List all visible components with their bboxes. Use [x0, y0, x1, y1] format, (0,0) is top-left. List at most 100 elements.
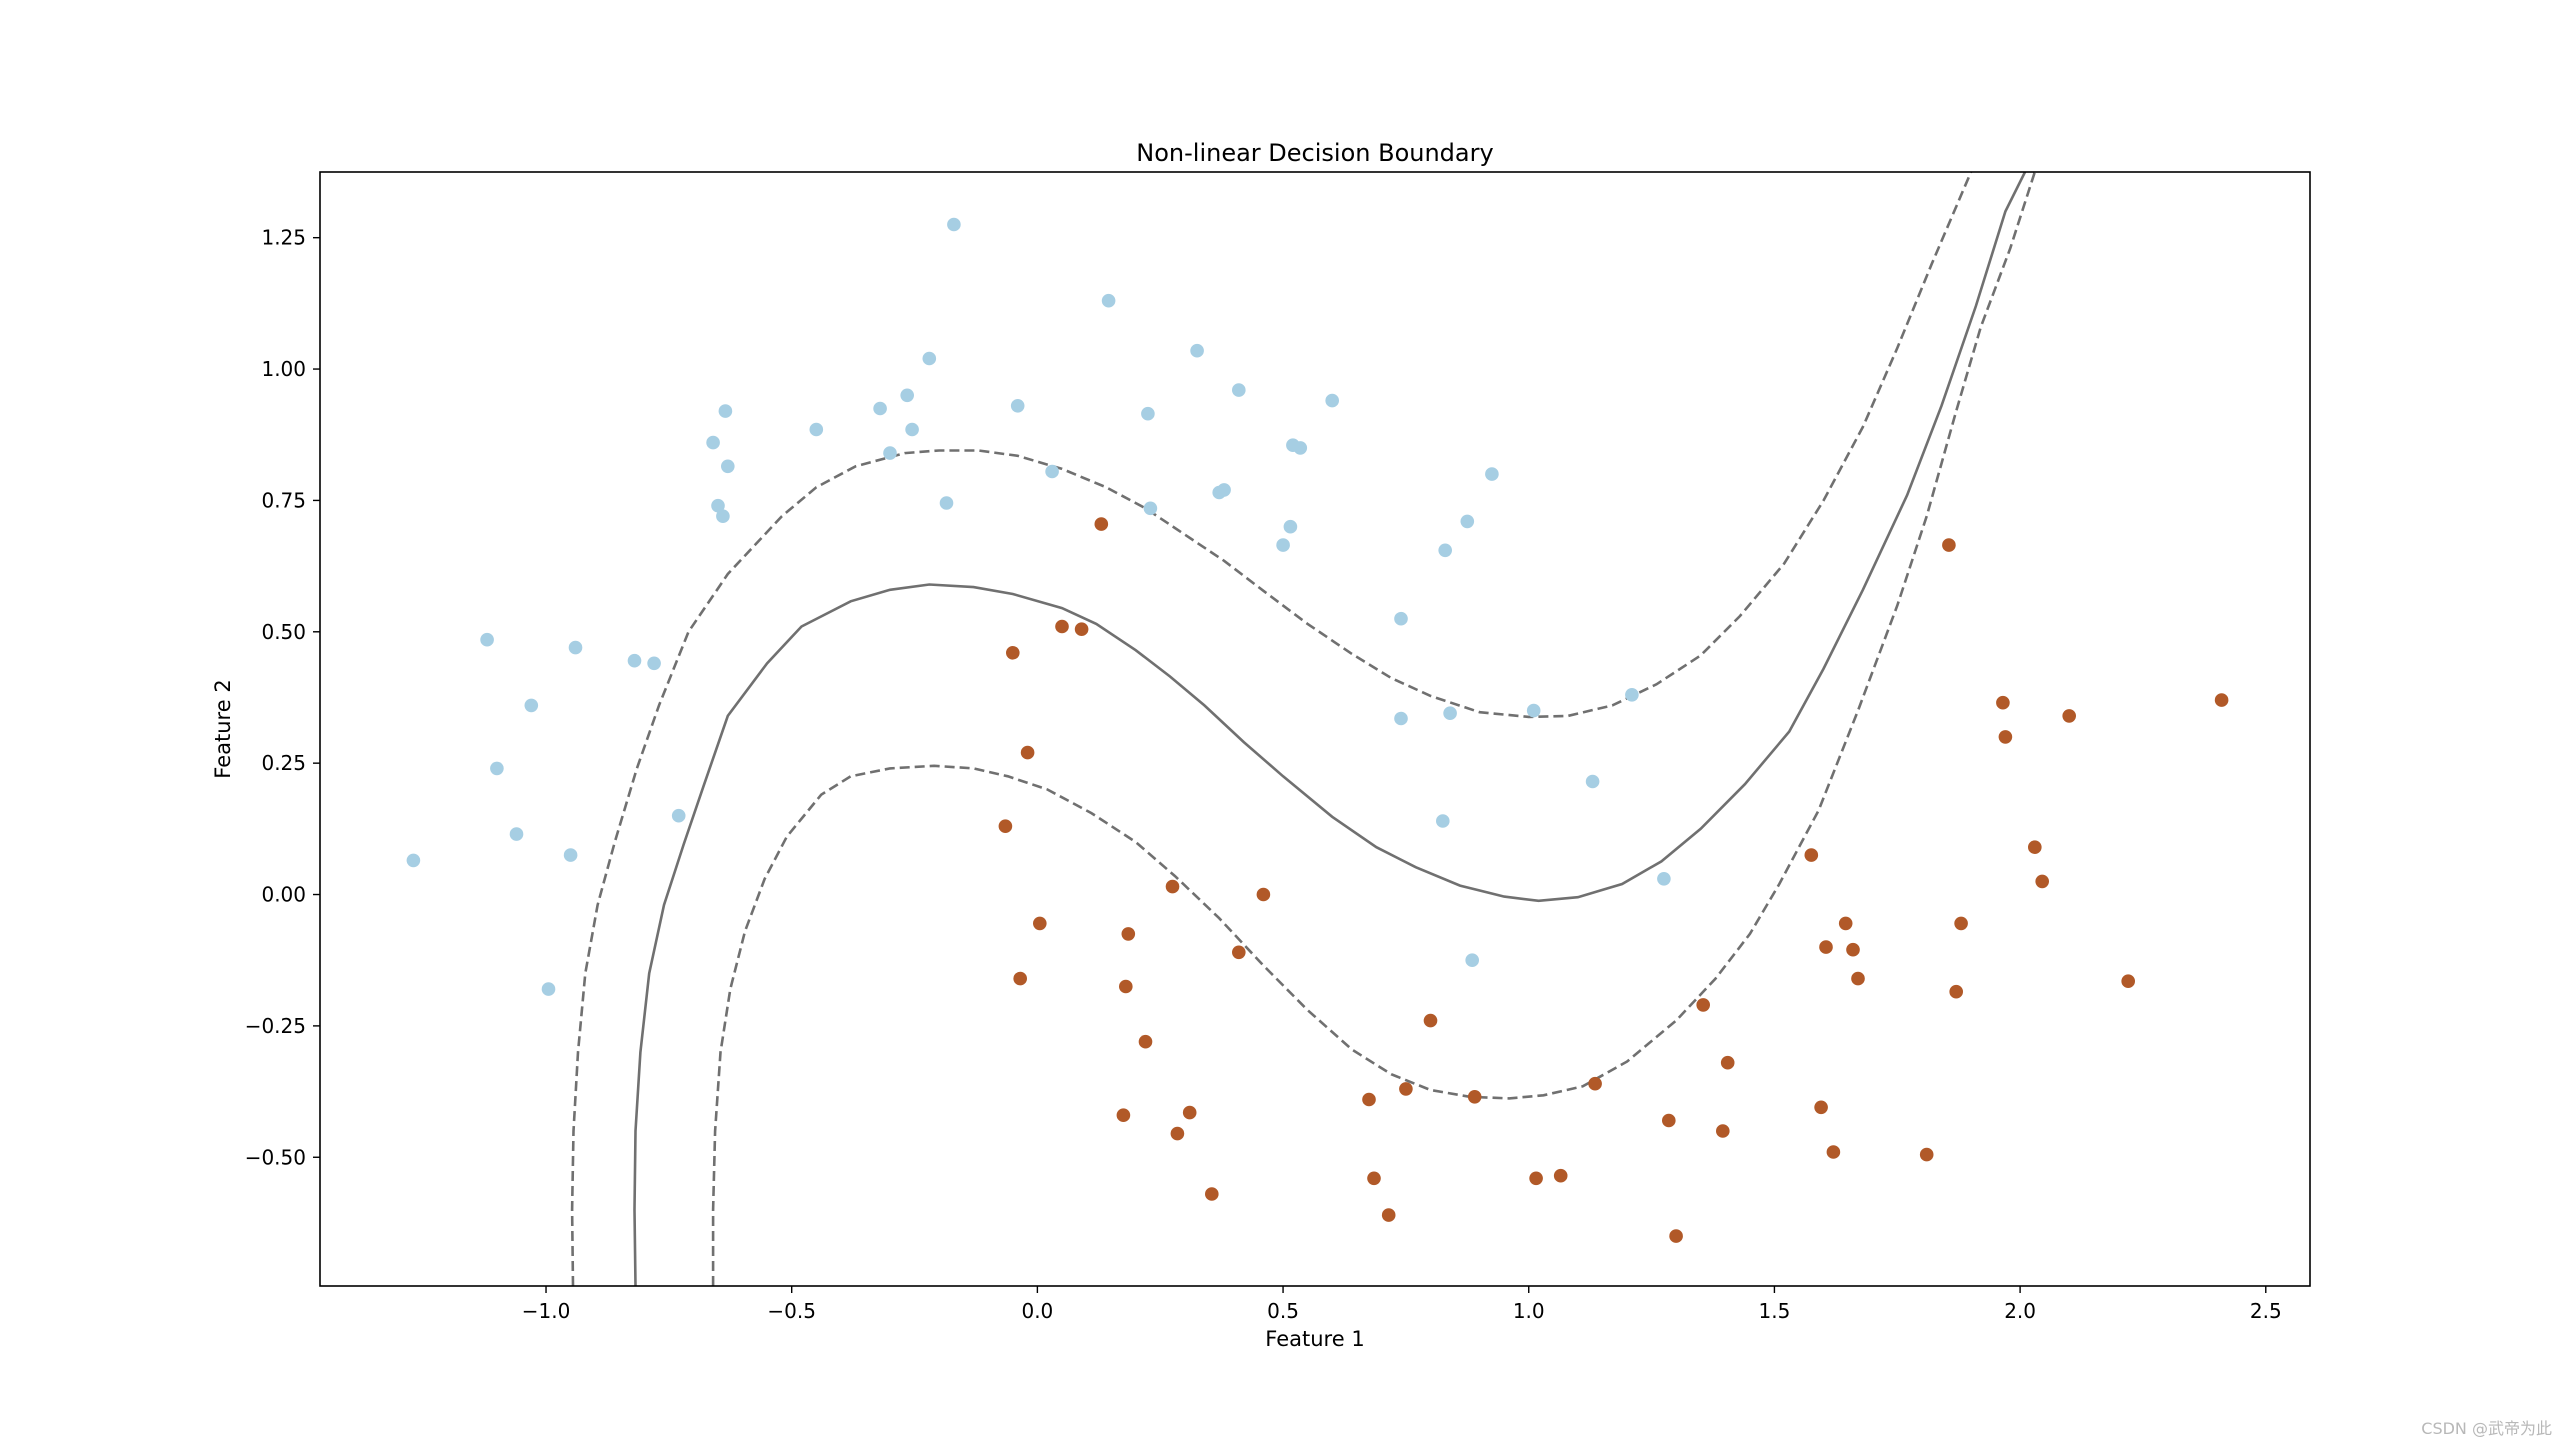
scatter-point-class-0 — [1526, 703, 1541, 718]
scatter-point-class-1 — [1423, 1013, 1438, 1028]
scatter-point-class-1 — [1716, 1124, 1730, 1138]
chart-title: Non-linear Decision Boundary — [1136, 139, 1493, 167]
scatter-point-class-1 — [1669, 1229, 1683, 1243]
scatter-point-class-1 — [1165, 879, 1180, 894]
y-tick-label: 0.50 — [261, 620, 306, 644]
scatter-point-class-1 — [1362, 1092, 1376, 1107]
scatter-point-class-0 — [1010, 399, 1025, 413]
scatter-point-class-1 — [1851, 971, 1865, 986]
scatter-point-class-0 — [1394, 611, 1408, 626]
scatter-point-class-0 — [905, 422, 919, 437]
scatter-point-class-0 — [718, 404, 733, 418]
y-axis-label: Feature 2 — [211, 679, 235, 778]
scatter-point-class-0 — [1657, 872, 1671, 886]
x-axis: −1.0 −0.5 0.0 0.5 1.0 1.5 2.0 2.5 — [522, 1286, 2282, 1323]
scatter-point-class-1 — [1138, 1034, 1153, 1049]
y-tick-label: 0.75 — [261, 488, 306, 512]
scatter-point-class-0 — [711, 498, 725, 513]
scatter-point-class-1 — [1013, 971, 1027, 986]
scatter-point-class-0 — [1143, 501, 1158, 516]
x-tick-label: 2.0 — [2004, 1299, 2036, 1323]
scatter-point-class-1 — [1819, 940, 1833, 954]
scatter-point-class-1 — [1094, 517, 1109, 531]
scatter-point-class-0 — [541, 982, 556, 996]
scatter-point-class-0 — [480, 632, 494, 647]
scatter-point-class-0 — [1276, 538, 1290, 552]
scatter-point-class-1 — [2121, 974, 2135, 988]
scatter-point-class-0 — [1045, 464, 1059, 479]
scatter-point-class-0 — [1438, 543, 1452, 558]
scatter-point-class-1 — [1232, 945, 1246, 960]
scatter-point-class-0 — [671, 808, 686, 823]
x-tick-label: 1.5 — [1759, 1299, 1791, 1323]
scatter-point-class-1 — [1942, 538, 1956, 552]
y-tick-label: 0.00 — [261, 883, 306, 907]
scatter-point-class-0 — [1141, 406, 1155, 421]
scatter-point-class-0 — [1190, 343, 1204, 358]
x-tick-label: 0.5 — [1267, 1299, 1299, 1323]
scatter-point-class-0 — [809, 422, 824, 437]
scatter-point-class-0 — [706, 435, 720, 450]
watermark: CSDN @武帝为此 — [2421, 1419, 2552, 1438]
scatter-point-class-1 — [2028, 840, 2042, 854]
x-axis-label: Feature 1 — [1265, 1327, 1364, 1351]
y-tick-label: 1.25 — [261, 226, 306, 250]
scatter-point-class-1 — [1838, 916, 1853, 931]
scatter-point-class-0 — [922, 351, 937, 366]
scatter-point-class-1 — [2214, 693, 2229, 707]
scatter-point-class-1 — [1662, 1113, 1676, 1128]
scatter-point-class-1 — [1529, 1171, 1543, 1186]
scatter-point-class-1 — [1399, 1082, 1413, 1096]
scatter-point-class-1 — [1074, 622, 1089, 636]
scatter-point-class-1 — [1804, 848, 1819, 862]
y-axis: −0.50 −0.25 0.00 0.25 0.50 0.75 1.00 1.25 — [245, 226, 320, 1169]
y-tick-label: −0.25 — [245, 1014, 306, 1038]
scatter-point-class-0 — [873, 401, 887, 416]
scatter-point-class-0 — [647, 656, 661, 671]
scatter-point-class-0 — [1217, 483, 1231, 497]
scatter-point-class-0 — [1394, 711, 1408, 726]
scatter-point-class-1 — [1949, 984, 1963, 999]
boundary-line-lower-margin — [711, 172, 2037, 1286]
scatter-point-class-0 — [1101, 293, 1116, 308]
scatter-point-class-1 — [1020, 745, 1035, 760]
scatter-point-class-0 — [1625, 688, 1639, 702]
scatter-point-class-0 — [509, 827, 524, 841]
x-tick-label: 0.0 — [1021, 1299, 1053, 1323]
scatter-point-class-0 — [1443, 706, 1457, 720]
scatter-point-class-1 — [1919, 1147, 1934, 1162]
scatter-point-class-1 — [1381, 1208, 1396, 1222]
scatter-point-class-1 — [1553, 1168, 1568, 1183]
scatter-point-class-1 — [1033, 916, 1047, 931]
scatter-point-class-1 — [1588, 1076, 1602, 1091]
scatter-point-class-1 — [1814, 1100, 1828, 1115]
scatter-point-class-0 — [1436, 814, 1450, 828]
scatter-point-class-0 — [939, 496, 954, 510]
scatter-point-class-1 — [998, 819, 1013, 833]
scatter-point-class-0 — [1325, 393, 1339, 408]
scatter-point-class-1 — [1170, 1126, 1185, 1141]
scatter-point-class-0 — [568, 640, 583, 655]
boundary-line-decision-boundary — [633, 172, 2027, 1286]
scatter-point-class-0 — [721, 459, 735, 474]
plot-area — [406, 172, 2229, 1286]
scatter-point-class-0 — [1232, 383, 1246, 397]
x-tick-label: 1.0 — [1513, 1299, 1545, 1323]
scatter-point-class-1 — [1720, 1055, 1735, 1070]
scatter-point-class-1 — [1998, 730, 2013, 744]
scatter-point-class-1 — [1954, 916, 1968, 931]
scatter-point-class-1 — [1846, 942, 1860, 957]
scatter-point-class-0 — [1585, 774, 1600, 789]
x-tick-label: −0.5 — [767, 1299, 816, 1323]
scatter-point-class-1 — [1467, 1090, 1482, 1104]
scatter-point-class-0 — [563, 848, 578, 862]
scatter-point-class-1 — [1121, 927, 1136, 941]
scatter-point-class-1 — [2035, 874, 2049, 889]
scatter-point-class-1 — [1826, 1145, 1841, 1159]
scatter-point-class-0 — [900, 388, 914, 403]
scatter-point-class-0 — [490, 761, 504, 776]
scatter-point-class-1 — [1119, 979, 1133, 994]
scatter-point-class-0 — [1465, 953, 1479, 967]
scatter-point-class-0 — [1293, 441, 1308, 455]
